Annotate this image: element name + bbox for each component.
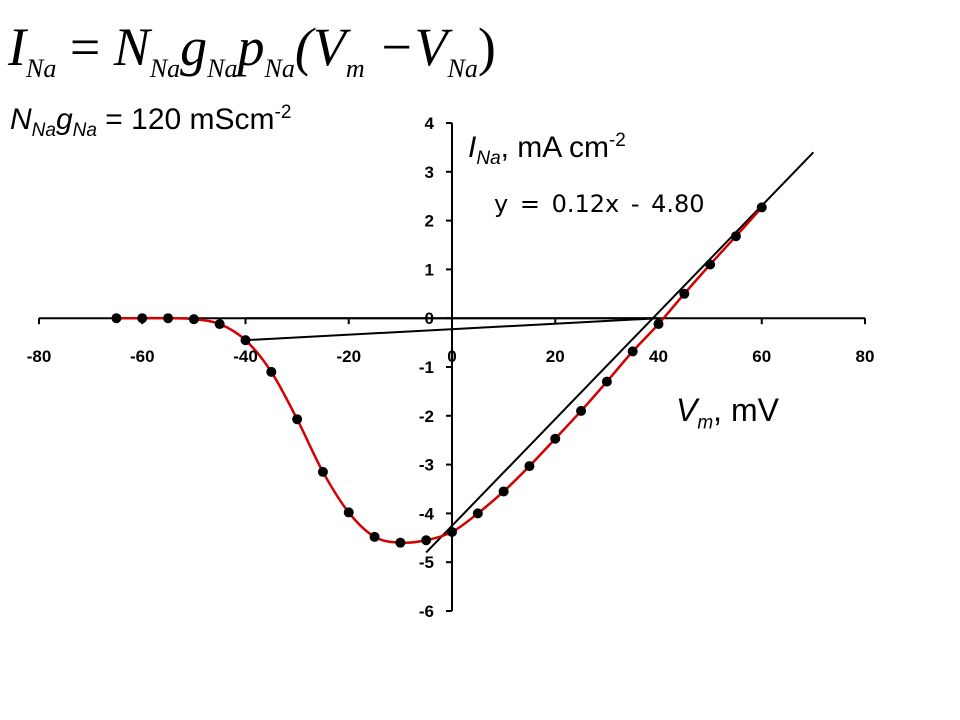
reference-line (425, 151, 815, 554)
data-point (472, 508, 483, 519)
current-curve (116, 206, 763, 545)
data-point (240, 335, 251, 346)
y-tick-label: 0 (425, 309, 434, 328)
y-tick-label: -2 (419, 407, 434, 426)
data-point (266, 366, 277, 377)
data-point (317, 466, 328, 477)
data-point (705, 259, 716, 270)
fit-equation: y = 0.12x - 4.80 (494, 190, 705, 218)
data-point (292, 414, 303, 425)
data-point (163, 313, 174, 324)
x-tick-label: -40 (233, 347, 258, 366)
data-point (395, 537, 406, 548)
data-point (730, 231, 741, 242)
data-point (343, 507, 354, 518)
x-tick-label: -80 (27, 347, 52, 366)
data-point (653, 319, 664, 330)
axes (38, 122, 866, 612)
data-point (679, 288, 690, 299)
reference-line (245, 317, 659, 342)
data-point (137, 313, 148, 324)
data-point (447, 526, 457, 537)
data-point (524, 461, 535, 472)
x-tick-label: 20 (546, 347, 565, 366)
x-tick-label: -60 (130, 347, 155, 366)
x-tick-label: 80 (856, 347, 875, 366)
data-point (369, 531, 380, 542)
y-tick-label: 1 (425, 260, 434, 279)
data-series (111, 202, 767, 548)
y-tick-label: 2 (425, 212, 434, 231)
data-point (498, 486, 509, 497)
x-tick-label: 60 (752, 347, 771, 366)
data-point (627, 346, 638, 357)
y-tick-label: -6 (419, 602, 434, 621)
y-tick-label: 3 (425, 163, 434, 182)
y-tick-label: -3 (419, 456, 434, 475)
x-tick-label: 40 (649, 347, 668, 366)
data-point (188, 314, 199, 325)
fit-lines (245, 151, 815, 554)
x-tick-label: -20 (336, 347, 361, 366)
y-tick-label: -5 (419, 553, 434, 572)
x-axis-label: Vm, mV (676, 392, 779, 434)
data-point (111, 313, 122, 324)
data-point (756, 202, 767, 213)
data-point (601, 376, 612, 387)
conductance-label: NNagNa = 120 mScm-2 (10, 102, 292, 141)
x-tick-label: 0 (447, 347, 456, 366)
data-point (421, 535, 432, 546)
y-tick-label: -4 (419, 504, 435, 523)
current-equation: INa = NNagNapNa(Vm −VNa) (8, 17, 496, 83)
data-point (550, 433, 561, 444)
y-tick-label: -1 (419, 358, 434, 377)
tick-labels: -80 -60 -40 -20 0 20 40 60 80 -6 -5 -4 -3 -2 -1 0 1 2 3 4 (27, 114, 875, 621)
data-point (214, 319, 225, 330)
data-point (576, 405, 587, 416)
y-axis-label: INa, mA cm-2 (468, 130, 626, 169)
y-tick-label: 4 (425, 114, 435, 133)
